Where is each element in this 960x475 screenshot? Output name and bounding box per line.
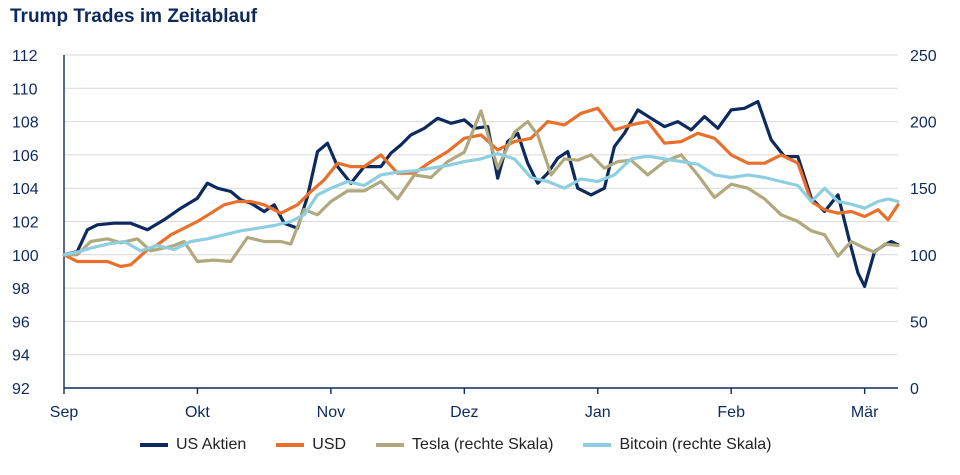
y-left-tick-label: 98 [12, 281, 30, 298]
legend-label: US Aktien [176, 436, 247, 453]
y-left-tick-label: 102 [12, 215, 39, 232]
x-tick-label: Nov [317, 404, 345, 421]
legend: US Aktien USD Tesla (rechte Skala) Bitcoin … [140, 436, 772, 454]
chart-title: Trump Trades im Zeitablauf [10, 6, 258, 27]
y-left-tick-label: 106 [12, 148, 39, 165]
y-left-tick-label: 112 [12, 48, 38, 65]
y-left-tick-label: 100 [12, 248, 39, 265]
legend-swatch [140, 443, 168, 447]
x-tick-label: Dez [450, 404, 478, 421]
series-line-bitcoin-rechte-skala [62, 152, 900, 257]
gridlines [64, 54, 898, 356]
y-left-tick-label: 96 [12, 314, 30, 331]
y-left-tick-label: 108 [12, 115, 39, 132]
legend-item: Bitcoin (rechte Skala) [583, 436, 772, 454]
x-tick-label: Sep [50, 404, 79, 421]
legend-label: USD [312, 436, 347, 453]
y-right-tick-label: 50 [910, 314, 928, 331]
axes [63, 55, 898, 394]
y-right-tick-label: 0 [910, 381, 919, 398]
y-left-tick-label: 110 [12, 81, 38, 98]
x-tick-label: Jan [585, 404, 611, 421]
y-right-tick-label: 150 [910, 181, 937, 198]
series-line-us-aktien [62, 99, 900, 288]
tick-labels: 92 94 96 98 100 102 104 106 108 110 112 0 50 100 150 20… [12, 48, 937, 421]
y-right-tick-label: 100 [910, 248, 937, 265]
x-tick-label: Okt [185, 404, 210, 421]
y-left-tick-label: 92 [12, 381, 30, 398]
legend-item: Tesla (rechte Skala) [376, 436, 553, 454]
series-lines [62, 99, 900, 288]
series-line-tesla-rechte-skala [62, 109, 900, 264]
legend-swatch [583, 443, 612, 447]
legend-label: Bitcoin (rechte Skala) [619, 436, 772, 453]
y-right-tick-label: 200 [910, 115, 937, 132]
y-right-tick-label: 250 [910, 48, 937, 65]
y-left-tick-label: 94 [12, 348, 30, 365]
y-left-tick-label: 104 [12, 181, 39, 198]
series-line-usd [62, 106, 900, 269]
legend-swatch [376, 443, 405, 447]
x-tick-label: Feb [717, 404, 745, 421]
legend-item: USD [276, 436, 346, 454]
x-tick-label: Mär [851, 404, 879, 421]
legend-swatch [276, 443, 305, 447]
legend-item: US Aktien [140, 436, 246, 454]
legend-label: Tesla (rechte Skala) [412, 436, 554, 453]
